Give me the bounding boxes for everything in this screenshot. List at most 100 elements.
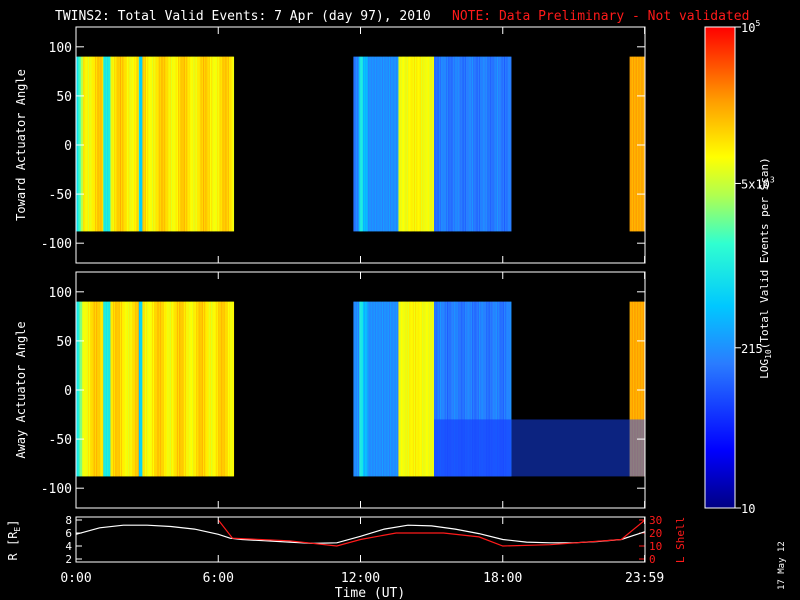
away-cell (387, 301, 390, 477)
toward-cell (450, 56, 453, 232)
r-label-text: R [R (6, 531, 20, 561)
away-cell (227, 301, 230, 477)
toward-cell (500, 56, 502, 232)
away-cell (447, 301, 449, 477)
away-cell (640, 301, 642, 477)
toward-cell (489, 56, 492, 232)
away-cell (633, 301, 635, 477)
away-ytick-label: -50 (49, 433, 72, 448)
away-cell (185, 301, 187, 477)
away-cell (417, 301, 419, 477)
toward-cell (639, 56, 641, 232)
away-cell (499, 301, 501, 477)
away-cell (469, 301, 472, 477)
away-cell (484, 301, 487, 477)
toward-cell (360, 56, 363, 232)
away-cell (162, 301, 165, 477)
away-cell (232, 301, 235, 477)
away-cell (398, 301, 401, 477)
away-cell (85, 301, 88, 477)
away-cell (441, 301, 443, 477)
away-ytick-label: 100 (49, 286, 72, 301)
toward-cell (202, 56, 205, 232)
toward-cell (451, 56, 454, 232)
away-cell (426, 301, 429, 477)
away-cell (94, 301, 97, 477)
toward-cell (418, 56, 421, 232)
away-cell (147, 301, 149, 477)
toward-cell (441, 56, 443, 232)
toward-cell (444, 56, 447, 232)
x-axis-label: Time (UT) (335, 586, 405, 600)
away-cell (374, 301, 377, 477)
away-cell (466, 301, 468, 477)
away-cell (218, 301, 220, 477)
away-cell (126, 301, 129, 477)
away-cell (79, 301, 82, 477)
toward-cell (105, 56, 108, 232)
r-tick-label: 2 (65, 553, 72, 566)
colorbar-tick-label: 105 (741, 19, 760, 35)
away-cell (132, 301, 135, 477)
toward-cell (374, 56, 377, 232)
toward-cell (495, 56, 498, 232)
away-cell (118, 301, 121, 477)
toward-cell (85, 56, 88, 232)
toward-cell (160, 56, 162, 232)
away-cell (494, 301, 497, 477)
away-cell (380, 301, 383, 477)
toward-cell (367, 56, 370, 232)
away-cell (155, 301, 158, 477)
toward-cell (464, 56, 467, 232)
away-cell (391, 301, 393, 477)
toward-cell (482, 56, 485, 232)
away-cell (113, 301, 116, 477)
toward-cell (353, 56, 355, 232)
toward-cell (115, 56, 117, 232)
away-cell (438, 301, 441, 477)
toward-cell (629, 56, 632, 232)
away-cell (390, 301, 392, 477)
away-cell (419, 301, 422, 477)
away-cell (195, 301, 198, 477)
away-cell (362, 301, 365, 477)
away-cell (468, 301, 470, 477)
toward-cell (372, 56, 374, 232)
toward-cell (111, 56, 114, 232)
away-cell (96, 301, 98, 477)
toward-cell (415, 56, 417, 232)
away-cell (176, 301, 179, 477)
away-cell (354, 301, 357, 477)
away-cell (507, 301, 510, 477)
toward-cell (369, 56, 372, 232)
away-cell (100, 301, 103, 477)
away-cell (452, 301, 455, 477)
toward-cell (90, 56, 92, 232)
colorbar (704, 26, 736, 509)
toward-cell (636, 56, 639, 232)
away-cell (187, 301, 190, 477)
away-cell (207, 301, 210, 477)
away-cell (102, 301, 104, 477)
toward-cell (640, 56, 642, 232)
away-cell (199, 301, 201, 477)
colorbar-tick-base: 10 (741, 21, 755, 35)
toward-ytick-label: -100 (41, 237, 72, 252)
toward-cell (479, 56, 481, 232)
away-cell (430, 301, 433, 477)
away-cell (137, 301, 140, 477)
away-cell (412, 301, 415, 477)
away-cell (392, 301, 395, 477)
away-cell (111, 301, 114, 477)
toward-cell (167, 56, 169, 232)
r-label-end: ] (6, 520, 20, 527)
away-cell (167, 301, 169, 477)
toward-cell (362, 56, 365, 232)
toward-cell (359, 56, 361, 232)
toward-cell (354, 56, 357, 232)
toward-cell (182, 56, 185, 232)
away-cell (219, 301, 222, 477)
away-cell (173, 301, 175, 477)
colorbar-tick-exp: 3 (770, 175, 775, 184)
away-cell (77, 301, 79, 477)
